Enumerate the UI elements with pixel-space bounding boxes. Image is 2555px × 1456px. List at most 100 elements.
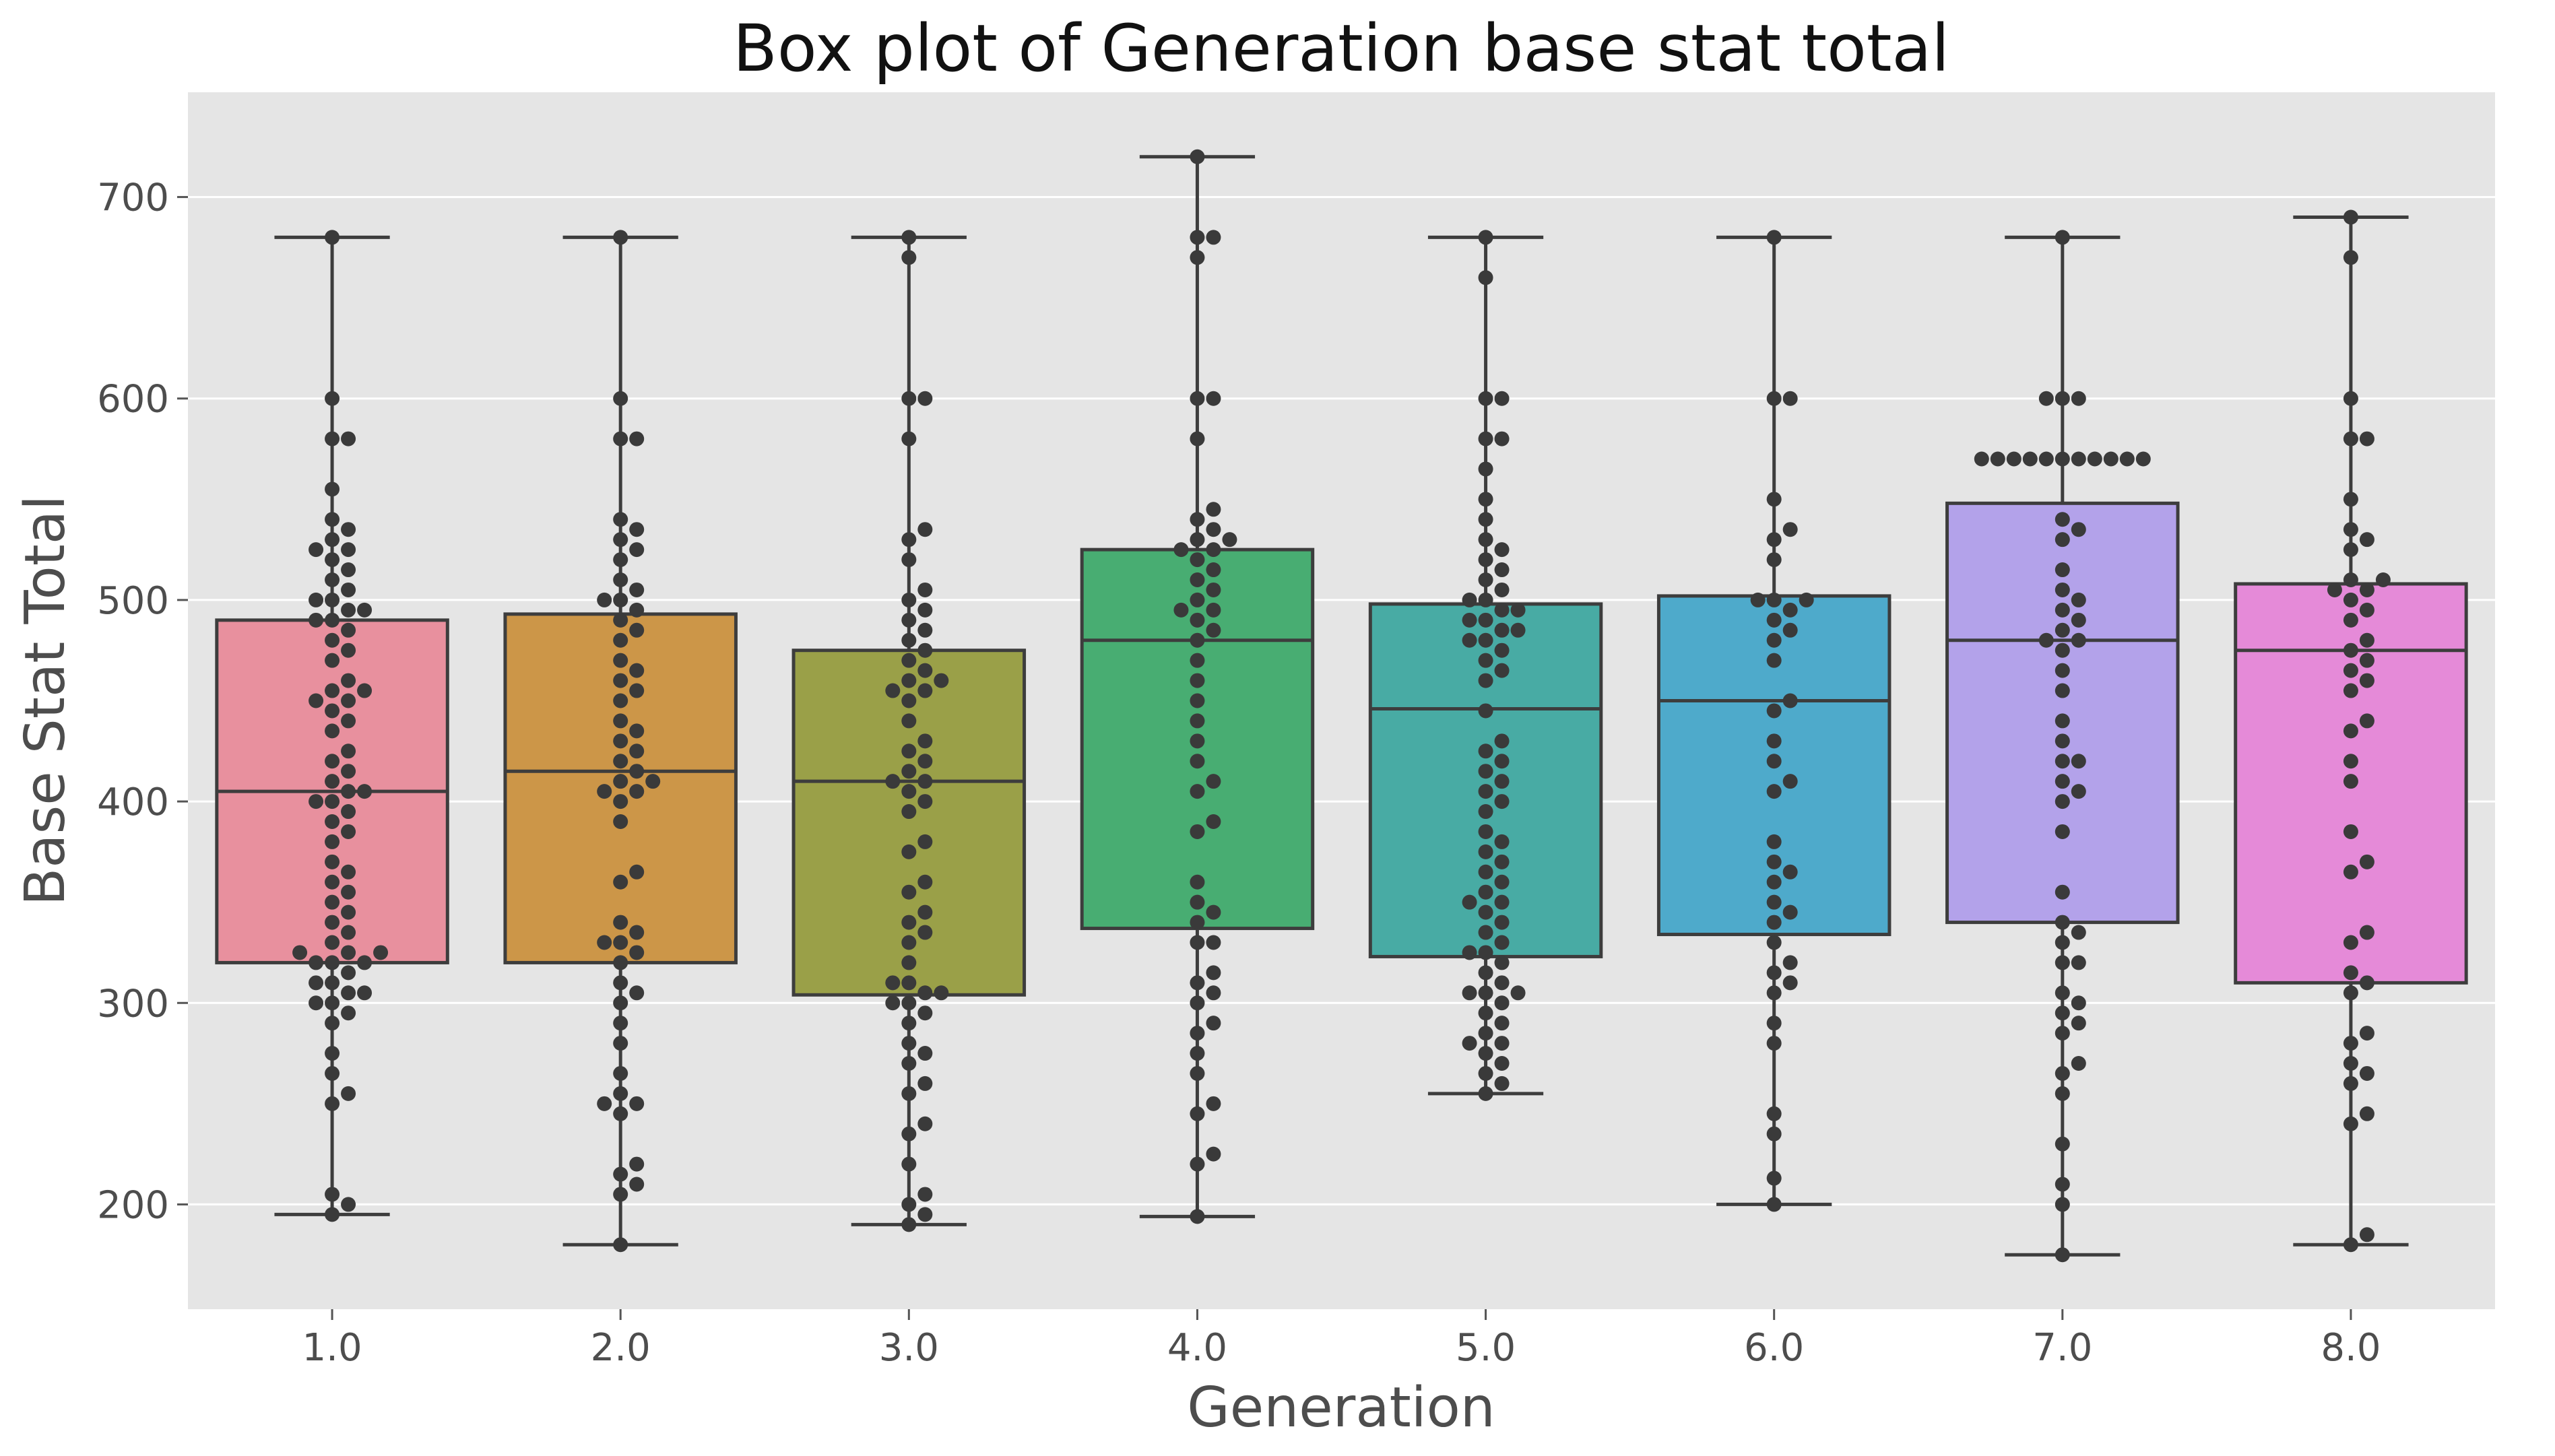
swarm-point <box>1206 602 1221 618</box>
swarm-point <box>1190 391 1205 406</box>
swarm-point <box>2055 985 2070 1001</box>
swarm-point <box>613 532 628 548</box>
swarm-point <box>1766 1016 1782 1031</box>
swarm-point <box>1494 622 1510 638</box>
swarm-point <box>1206 230 1221 245</box>
swarm-point <box>885 975 901 991</box>
swarm-point <box>2343 391 2358 406</box>
x-tick-label: 7.0 <box>2032 1326 2092 1370</box>
swarm-point <box>917 582 933 597</box>
swarm-point <box>341 884 356 900</box>
swarm-point <box>2055 774 2070 789</box>
swarm-point <box>2071 451 2086 467</box>
swarm-point <box>1206 622 1221 638</box>
swarm-point <box>1478 743 1493 759</box>
y-axis-label: Base Stat Total <box>13 495 77 906</box>
swarm-point <box>1190 250 1205 265</box>
swarm-point <box>2343 1237 2358 1253</box>
swarm-point <box>2055 1005 2070 1021</box>
swarm-point <box>1478 572 1493 587</box>
swarm-point <box>2343 683 2358 698</box>
swarm-point <box>1478 965 1493 981</box>
swarm-point <box>325 834 340 849</box>
swarm-point <box>1750 592 1766 607</box>
swarm-point <box>341 925 356 940</box>
swarm-point <box>2071 925 2086 940</box>
swarm-point <box>1478 864 1493 880</box>
swarm-point <box>613 794 628 809</box>
swarm-point <box>597 1096 612 1111</box>
swarm-point <box>325 1065 340 1081</box>
swarm-point <box>325 915 340 930</box>
swarm-point <box>1222 532 1237 548</box>
swarm-point <box>325 703 340 719</box>
swarm-point <box>1766 965 1782 981</box>
swarm-point <box>613 612 628 628</box>
swarm-point <box>2343 774 2358 789</box>
swarm-point <box>2055 642 2070 658</box>
swarm-point <box>2359 653 2374 668</box>
swarm-point <box>1782 864 1798 880</box>
swarm-point <box>2055 512 2070 527</box>
swarm-point <box>1478 592 1493 607</box>
swarm-point <box>325 794 340 809</box>
swarm-point <box>2055 935 2070 950</box>
swarm-point <box>597 935 612 950</box>
swarm-point <box>1766 391 1782 406</box>
swarm-point <box>325 512 340 527</box>
swarm-point <box>1510 622 1526 638</box>
swarm-point <box>901 391 917 406</box>
swarm-point <box>1494 774 1510 789</box>
swarm-point <box>901 804 917 820</box>
swarm-point <box>2343 250 2358 265</box>
swarm-point <box>1190 149 1205 164</box>
swarm-point <box>2135 451 2151 467</box>
swarm-point <box>325 995 340 1011</box>
swarm-point <box>1478 492 1493 507</box>
swarm-point <box>1494 915 1510 930</box>
swarm-point <box>2071 632 2086 648</box>
swarm-point <box>1462 592 1477 607</box>
swarm-point <box>613 1065 628 1081</box>
swarm-point <box>2055 230 2070 245</box>
swarm-point <box>341 804 356 820</box>
swarm-point <box>901 713 917 729</box>
swarm-point <box>1190 894 1205 910</box>
swarm-point <box>1206 1146 1221 1162</box>
swarm-point <box>613 754 628 769</box>
swarm-point <box>1766 230 1782 245</box>
swarm-point <box>325 1207 340 1222</box>
swarm-point <box>2359 1026 2374 1041</box>
swarm-points <box>292 149 2391 1263</box>
swarm-point <box>2071 592 2086 607</box>
swarm-point <box>2038 632 2054 648</box>
swarm-point <box>2038 391 2054 406</box>
swarm-point <box>917 733 933 749</box>
swarm-point <box>597 592 612 607</box>
swarm-point <box>309 955 324 970</box>
y-tick-label: 700 <box>97 176 169 220</box>
swarm-point <box>2359 854 2374 869</box>
swarm-point <box>2359 1227 2374 1243</box>
swarm-point <box>901 1056 917 1071</box>
swarm-point <box>2055 1026 2070 1041</box>
swarm-point <box>901 884 917 900</box>
swarm-point <box>325 1046 340 1061</box>
swarm-point <box>1782 602 1798 618</box>
swarm-point <box>2055 915 2070 930</box>
swarm-point <box>2055 532 2070 548</box>
swarm-point <box>629 723 645 739</box>
swarm-point <box>1766 1170 1782 1186</box>
swarm-point <box>1494 1016 1510 1031</box>
swarm-point <box>1766 874 1782 890</box>
swarm-point <box>1190 824 1205 839</box>
swarm-point <box>901 784 917 799</box>
swarm-point <box>885 995 901 1011</box>
swarm-point <box>2359 673 2374 688</box>
swarm-point <box>325 754 340 769</box>
swarm-point <box>1782 904 1798 920</box>
swarm-point <box>1494 995 1510 1011</box>
swarm-point <box>2071 1016 2086 1031</box>
swarm-point <box>2055 391 2070 406</box>
swarm-point <box>2343 642 2358 658</box>
